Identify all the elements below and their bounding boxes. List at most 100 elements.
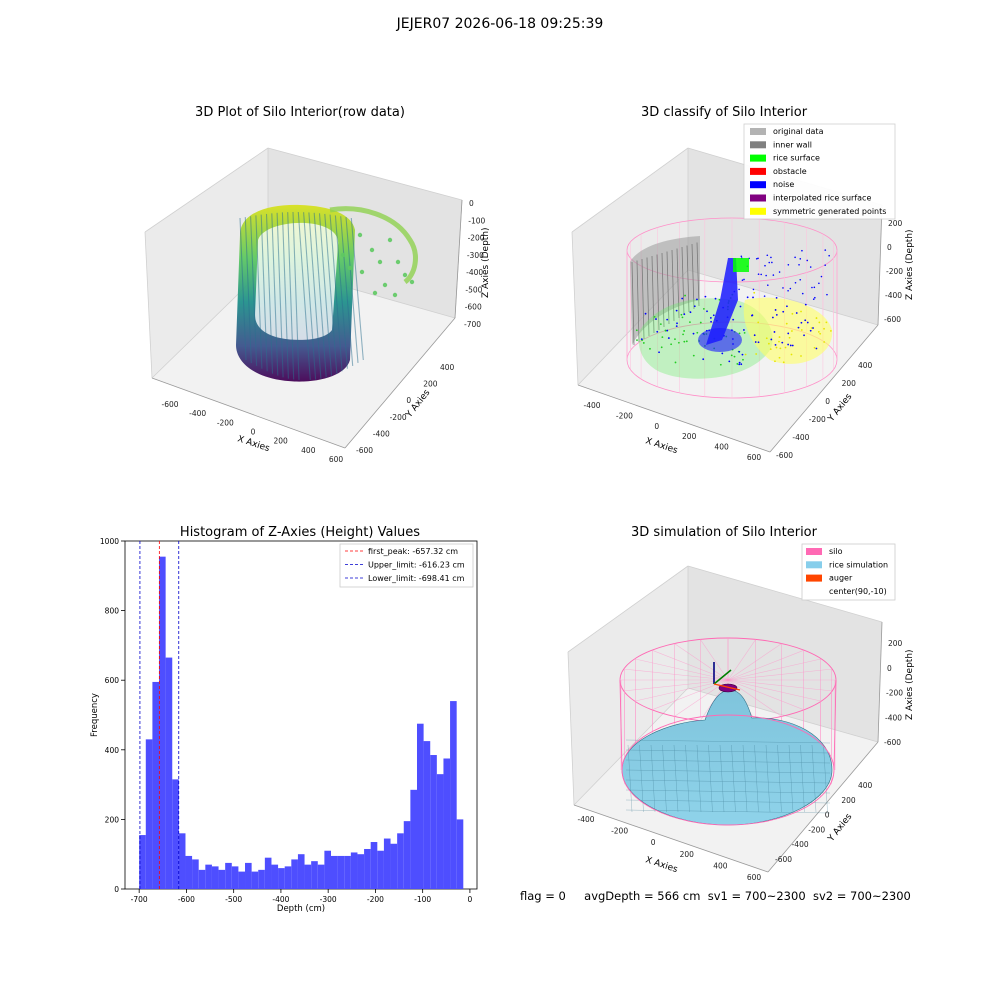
histogram-bar bbox=[198, 869, 206, 889]
histogram-bar bbox=[410, 789, 417, 889]
axis-tick-label: -100 bbox=[468, 216, 485, 225]
axis-tick-label: 200 bbox=[423, 380, 438, 389]
histogram-y-tick: 1000 bbox=[100, 537, 119, 546]
axis-tick-label: -400 bbox=[466, 268, 483, 277]
axis-tick-label: 400 bbox=[714, 443, 729, 452]
histogram-x-tick: -400 bbox=[272, 895, 289, 904]
axis-tick-label: 0 bbox=[651, 838, 656, 847]
histogram-legend-item: Lower_limit: -698.41 cm bbox=[368, 574, 465, 583]
raw-x-label: X Axies bbox=[236, 434, 271, 454]
histogram-bar bbox=[172, 779, 179, 889]
histogram-bar bbox=[225, 862, 232, 889]
legend-item: interpolated rice surface bbox=[773, 194, 871, 203]
classify-x-label: X Axies bbox=[644, 436, 679, 456]
legend-item: silo bbox=[829, 547, 843, 556]
histogram-bar bbox=[238, 871, 246, 889]
axis-tick-label: -400 bbox=[373, 429, 390, 438]
axis-tick-label: 0 bbox=[469, 199, 474, 208]
axis-tick-label: -500 bbox=[465, 285, 482, 294]
histogram-bar bbox=[271, 864, 279, 889]
axis-tick-label: -200 bbox=[390, 413, 407, 422]
status-line: flag = 0 avgDepth = 566 cm sv1 = 700~230… bbox=[520, 889, 911, 903]
axis-tick-label: -600 bbox=[465, 303, 482, 312]
status-sv1: sv1 = 700~2300 bbox=[707, 889, 806, 903]
legend-item: rice simulation bbox=[829, 560, 888, 569]
axis-tick-label: 0 bbox=[887, 664, 892, 673]
axis-tick-label: 200 bbox=[888, 219, 903, 228]
histogram-bars bbox=[139, 556, 464, 889]
axis-tick-label: 400 bbox=[858, 781, 873, 790]
axis-tick-label: 0 bbox=[825, 397, 830, 406]
axis-tick-label: -400 bbox=[583, 401, 600, 410]
raw-z-label: Z Axies (Depth) bbox=[481, 227, 491, 298]
histogram-bar bbox=[291, 859, 298, 889]
panel-simulation-3d: 3D simulation of Silo Interior bbox=[567, 525, 915, 882]
classify-y-label: Y Axies bbox=[826, 392, 855, 425]
legend-item: center(90,-10) bbox=[829, 587, 887, 596]
status-avg-depth: avgDepth = 566 cm bbox=[584, 889, 701, 903]
simulation-legend: silo rice simulation auger center(90,-10) bbox=[801, 543, 896, 601]
axis-tick-label: -200 bbox=[809, 415, 826, 424]
histogram-ticks: -700 -600 -500 -400 -300 -200 -100 0 0 200 400 600 8… bbox=[100, 537, 473, 904]
histogram-bar bbox=[145, 739, 153, 889]
histogram-x-tick: -700 bbox=[131, 895, 148, 904]
histogram-bar bbox=[159, 556, 166, 889]
histogram-bar bbox=[450, 701, 457, 889]
histogram-x-label: Depth (cm) bbox=[277, 904, 325, 914]
axis-tick-label: 0 bbox=[887, 243, 892, 252]
histogram-bar bbox=[383, 838, 391, 889]
axis-tick-label: -600 bbox=[776, 451, 793, 460]
raw-plot-title: 3D Plot of Silo Interior(row data) bbox=[195, 105, 405, 120]
axis-tick-label: -200 bbox=[468, 234, 485, 243]
legend-item: symmetric generated points bbox=[773, 207, 886, 216]
histogram-bar bbox=[337, 855, 345, 889]
histogram-bar bbox=[178, 833, 186, 889]
classify-z-label: Z Axies (Depth) bbox=[905, 229, 915, 300]
histogram-legend-item: first_peak: -657.32 cm bbox=[368, 547, 458, 556]
histogram-bar bbox=[397, 833, 404, 889]
axis-tick-label: -400 bbox=[577, 815, 594, 824]
histogram-bar bbox=[264, 857, 272, 889]
histogram-bar bbox=[390, 843, 398, 889]
axis-tick-label: -200 bbox=[217, 418, 234, 427]
legend-item: inner wall bbox=[773, 140, 812, 149]
histogram-y-tick: 200 bbox=[105, 815, 120, 824]
axis-tick-label: -400 bbox=[792, 840, 809, 849]
histogram-x-tick: 0 bbox=[468, 895, 473, 904]
axis-tick-label: 400 bbox=[713, 861, 728, 870]
histogram-x-tick: -500 bbox=[225, 895, 242, 904]
histogram-bar bbox=[456, 819, 464, 889]
axis-tick-label: 200 bbox=[841, 796, 856, 805]
histogram-bar bbox=[165, 657, 173, 889]
histogram-y-tick: 400 bbox=[105, 746, 120, 755]
axis-tick-label: 0 bbox=[654, 422, 659, 431]
legend-item: obstacle bbox=[773, 167, 807, 176]
axis-tick-label: 200 bbox=[274, 437, 289, 446]
axis-tick-label: 600 bbox=[329, 455, 344, 464]
axis-tick-label: 200 bbox=[888, 639, 903, 648]
panel-raw-3d: 3D Plot of Silo Interior(row data) bbox=[144, 105, 491, 464]
histogram-bar bbox=[357, 854, 365, 889]
axis-tick-label: -200 bbox=[616, 411, 633, 420]
legend-item: noise bbox=[773, 180, 794, 189]
histogram-legend-item: Upper_limit: -616.23 cm bbox=[368, 561, 465, 570]
histogram-bar bbox=[311, 861, 318, 889]
legend-item: auger bbox=[829, 574, 853, 583]
simulation-title: 3D simulation of Silo Interior bbox=[631, 525, 818, 540]
status-flag: flag = 0 bbox=[520, 889, 566, 903]
axis-tick-label: 400 bbox=[440, 363, 455, 372]
axis-tick-label: 0 bbox=[825, 811, 830, 820]
histogram-y-tick: 0 bbox=[114, 885, 119, 894]
axis-tick-label: 0 bbox=[251, 428, 256, 437]
histogram-x-tick: -300 bbox=[320, 895, 337, 904]
histogram-bar bbox=[152, 681, 160, 889]
classify-legend: original data inner wall rice surface obsta… bbox=[743, 123, 896, 220]
axis-tick-label: 200 bbox=[682, 432, 697, 441]
legend-item: rice surface bbox=[773, 154, 820, 163]
axis-tick-label: -200 bbox=[886, 689, 903, 698]
histogram-x-tick: -200 bbox=[367, 895, 384, 904]
histogram-bar bbox=[231, 866, 239, 889]
simulation-y-label: Y Axies bbox=[826, 812, 855, 845]
axis-tick-label: -200 bbox=[611, 827, 628, 836]
